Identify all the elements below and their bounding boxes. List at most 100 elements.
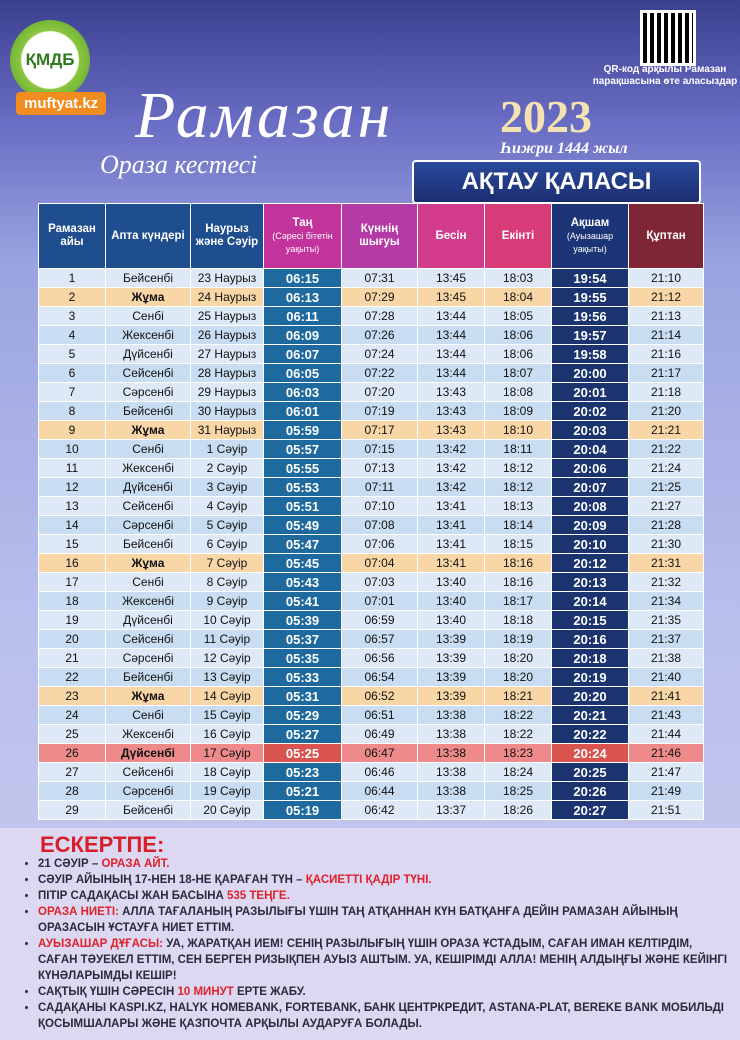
table-row: 5 Дүйсенбі 27 Наурыз 06:07 07:24 13:44 18:06 19… (38, 344, 704, 364)
table-cell: 24 (38, 705, 106, 725)
table-cell: Жұма (105, 553, 191, 573)
column-title: Рамазан айы (48, 223, 96, 248)
table-cell: 20:20 (551, 686, 629, 706)
table-cell: 20:12 (551, 553, 629, 573)
site-link[interactable]: muftyat.kz (16, 92, 107, 115)
table-cell: 07:08 (341, 515, 418, 535)
table-cell: 07:19 (341, 401, 418, 421)
qr-code (640, 10, 696, 66)
table-cell: 18:14 (484, 515, 552, 535)
table-cell: Сенбі (105, 439, 191, 459)
table-cell: 2 Сәуір (190, 458, 264, 478)
table-cell: 13:38 (417, 762, 485, 782)
table-row: 18 Жексенбі 9 Сәуір 05:41 07:01 13:40 18:17 20:… (38, 591, 704, 611)
table-cell: 21:40 (628, 667, 704, 687)
table-cell: 05:23 (263, 762, 342, 782)
table-cell: Бейсенбі (105, 268, 191, 288)
table-cell: 05:29 (263, 705, 342, 725)
table-cell: 21:28 (628, 515, 704, 535)
table-cell: 21:43 (628, 705, 704, 725)
table-cell: 18:03 (484, 268, 552, 288)
column-header: Бесін (417, 203, 485, 269)
table-cell: 3 Сәуір (190, 477, 264, 497)
table-cell: Бейсенбі (105, 401, 191, 421)
table-cell: Жұма (105, 420, 191, 440)
table-cell: 20:08 (551, 496, 629, 516)
table-cell: 06:42 (341, 800, 418, 820)
table-cell: 13:39 (417, 629, 485, 649)
table-cell: 8 (38, 401, 106, 421)
table-cell: 05:57 (263, 439, 342, 459)
table-cell: 19:56 (551, 306, 629, 326)
table-cell: 13:37 (417, 800, 485, 820)
table-cell: 05:59 (263, 420, 342, 440)
table-cell: 18:18 (484, 610, 552, 630)
table-cell: 18:12 (484, 458, 552, 478)
table-cell: Сәрсенбі (105, 515, 191, 535)
table-cell: 29 Наурыз (190, 382, 264, 402)
notes-title: ЕСКЕРТПЕ: (40, 832, 165, 857)
table-cell: 20:25 (551, 762, 629, 782)
table-row: 2 Жұма 24 Наурыз 06:13 07:29 13:45 18:04 19:55 2… (38, 287, 704, 307)
column-header: Апта күндері (105, 203, 191, 269)
table-cell: 06:57 (341, 629, 418, 649)
table-cell: 18:06 (484, 344, 552, 364)
table-cell: 20:09 (551, 515, 629, 535)
table-cell: 7 (38, 382, 106, 402)
table-row: 7 Сәрсенбі 29 Наурыз 06:03 07:20 13:43 18:08 20… (38, 382, 704, 402)
table-cell: 21:41 (628, 686, 704, 706)
note-text: АЛЛА ТАҒАЛАНЫҢ РАЗЫЛЫҒЫ ҮШІН ТАҢ АТҚАННА… (38, 906, 678, 934)
column-header: Екінті (484, 203, 552, 269)
table-cell: 05:51 (263, 496, 342, 516)
column-header: Күннің шығуы (341, 203, 418, 269)
table-cell: 07:17 (341, 420, 418, 440)
table-cell: 13 (38, 496, 106, 516)
table-cell: 05:53 (263, 477, 342, 497)
table-cell: 13:45 (417, 268, 485, 288)
table-cell: 18:11 (484, 439, 552, 459)
table-cell: 13:38 (417, 743, 485, 763)
table-cell: 13:41 (417, 496, 485, 516)
note-text: 21 СӘУІР – (38, 858, 102, 870)
table-cell: 06:46 (341, 762, 418, 782)
table-cell: 21:34 (628, 591, 704, 611)
table-cell: Сәрсенбі (105, 648, 191, 668)
table-cell: 13:39 (417, 648, 485, 668)
table-cell: 10 (38, 439, 106, 459)
table-cell: 13:41 (417, 534, 485, 554)
table-cell: 05:55 (263, 458, 342, 478)
qr-caption: QR-код арқылы Рамазан парақшасына өте ал… (592, 64, 738, 87)
table-cell: 29 (38, 800, 106, 820)
table-cell: 20:02 (551, 401, 629, 421)
table-cell: 07:20 (341, 382, 418, 402)
table-cell: 18:22 (484, 705, 552, 725)
table-cell: Жексенбі (105, 458, 191, 478)
table-cell: 05:47 (263, 534, 342, 554)
table-cell: 30 Наурыз (190, 401, 264, 421)
table-cell: 18:16 (484, 572, 552, 592)
table-cell: 05:19 (263, 800, 342, 820)
table-cell: 18:22 (484, 724, 552, 744)
table-cell: 21:37 (628, 629, 704, 649)
table-cell: 17 (38, 572, 106, 592)
table-cell: 13:41 (417, 515, 485, 535)
table-cell: 7 Сәуір (190, 553, 264, 573)
table-cell: Жексенбі (105, 591, 191, 611)
table-cell: 11 Сәуір (190, 629, 264, 649)
column-title: Бесін (435, 229, 467, 242)
table-row: 16 Жұма 7 Сәуір 05:45 07:04 13:41 18:16 20:12 21… (38, 553, 704, 573)
table-cell: 18:10 (484, 420, 552, 440)
table-cell: 27 Наурыз (190, 344, 264, 364)
table-cell: 06:51 (341, 705, 418, 725)
table-row: 26 Дүйсенбі 17 Сәуір 05:25 06:47 13:38 18:23 20… (38, 743, 704, 763)
table-cell: 06:47 (341, 743, 418, 763)
table-cell: 6 (38, 363, 106, 383)
table-cell: 20:16 (551, 629, 629, 649)
table-cell: Сейсенбі (105, 629, 191, 649)
note-text: САҚТЫҚ ҮШІН СӘРЕСІН (38, 986, 178, 998)
table-cell: 20:13 (551, 572, 629, 592)
table-cell: 07:28 (341, 306, 418, 326)
table-cell: Сәрсенбі (105, 382, 191, 402)
note-text: САДАҚАНЫ KASPI.KZ, HALYK HOMEBANK, FORTE… (38, 1002, 724, 1030)
table-cell: Дүйсенбі (105, 344, 191, 364)
